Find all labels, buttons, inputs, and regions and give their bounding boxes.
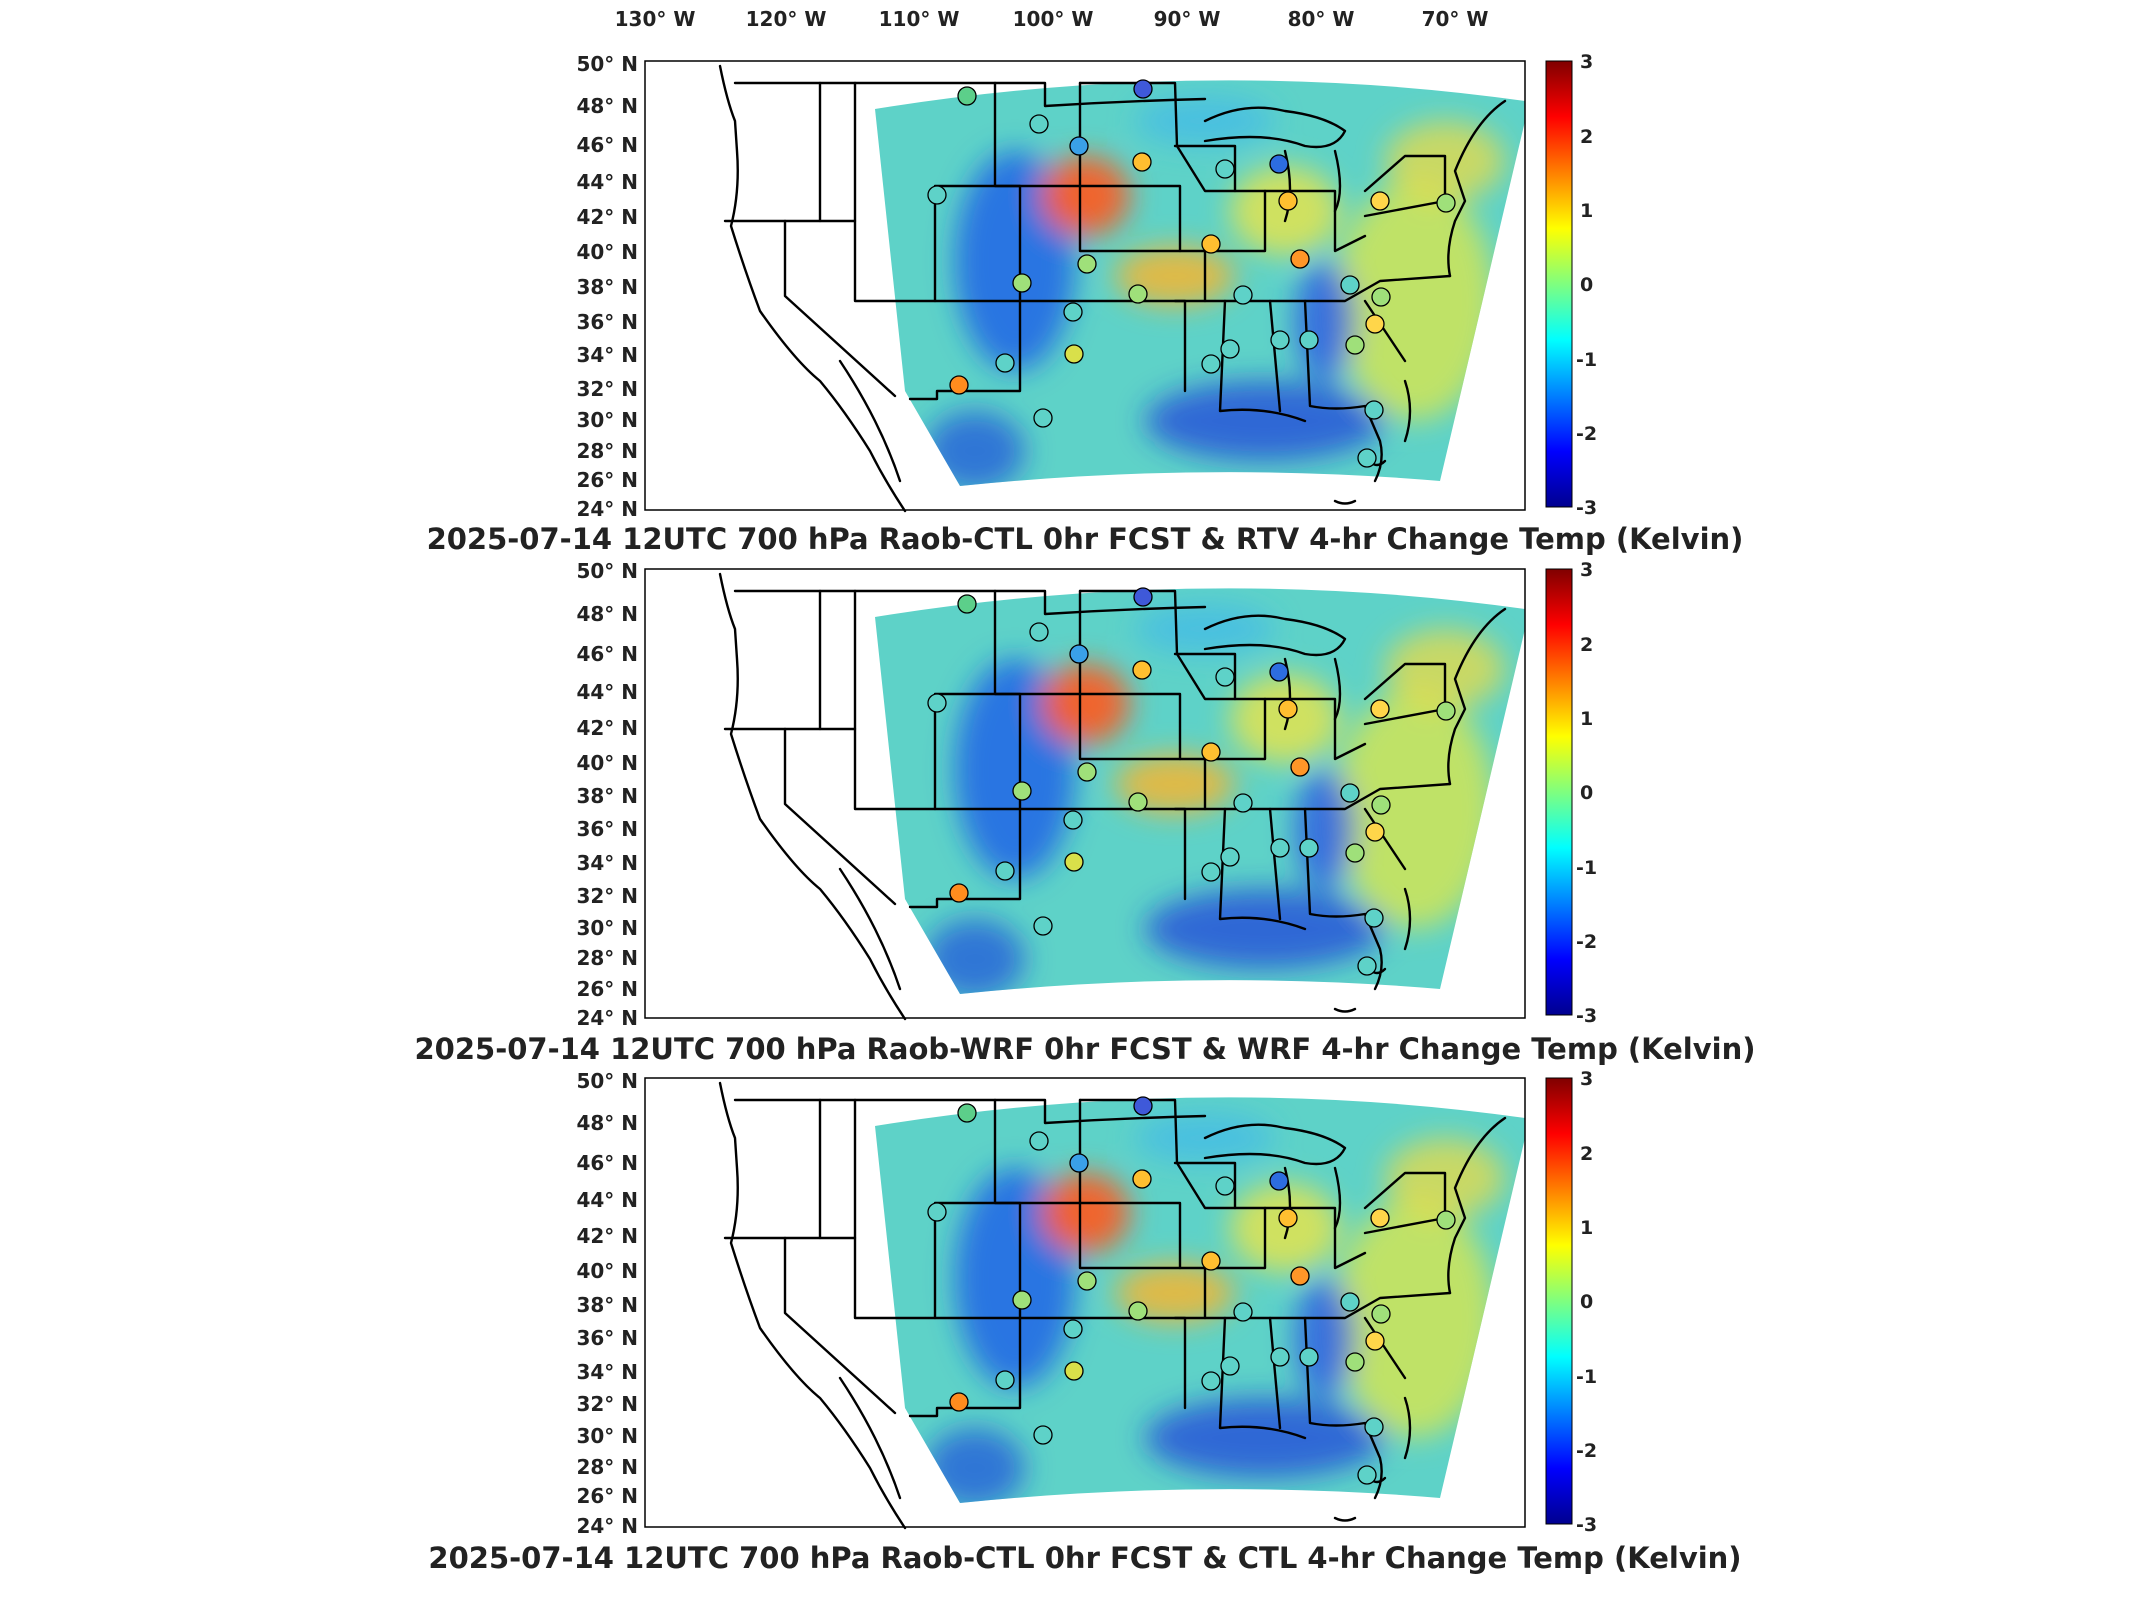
- colorbar-tick: 2: [1580, 1143, 1593, 1165]
- colorbar-tick: 0: [1580, 782, 1593, 804]
- map-frame: [644, 60, 1526, 511]
- lat-label: 38° N: [576, 275, 638, 299]
- latitude-axis-labels: 50° N 48° N 46° N 44° N 42° N 40° N 38° …: [576, 52, 638, 521]
- colorbar-tick: -3: [1576, 1005, 1597, 1027]
- lat-label: 28° N: [576, 439, 638, 463]
- lon-label: 130° W: [615, 7, 696, 31]
- lat-label: 26° N: [576, 1484, 638, 1508]
- latitude-axis-labels: 50° N 48° N 46° N 44° N 42° N 40° N 38° …: [576, 559, 638, 1030]
- lat-label: 28° N: [576, 1455, 638, 1479]
- lat-label: 46° N: [576, 1151, 638, 1175]
- lon-label: 70° W: [1422, 7, 1489, 31]
- colorbar-tick: 3: [1580, 51, 1593, 73]
- lat-label: 32° N: [576, 1392, 638, 1416]
- colorbar-tick: -1: [1576, 857, 1597, 879]
- lat-label: 36° N: [576, 1326, 638, 1350]
- colorbar-tick: 2: [1580, 126, 1593, 148]
- map-panel-2: 50° N 48° N 46° N 44° N 42° N 40° N 38° …: [414, 559, 1755, 1066]
- lon-label: 120° W: [746, 7, 827, 31]
- colorbar-tick: -2: [1576, 1440, 1597, 1462]
- colorbar-tick: 1: [1580, 708, 1593, 730]
- lat-label: 32° N: [576, 884, 638, 908]
- lat-label: 50° N: [576, 1069, 638, 1093]
- lat-label: 24° N: [576, 497, 638, 521]
- lat-label: 24° N: [576, 1006, 638, 1030]
- colorbar-tick: 1: [1580, 1217, 1593, 1239]
- lat-label: 40° N: [576, 1259, 638, 1283]
- colorbar-tick: 0: [1580, 274, 1593, 296]
- lon-label: 100° W: [1013, 7, 1094, 31]
- lat-label: 30° N: [576, 408, 638, 432]
- panel-title: 2025-07-14 12UTC 700 hPa Raob-WRF 0hr FC…: [414, 1032, 1755, 1066]
- lat-label: 50° N: [576, 52, 638, 76]
- lat-label: 42° N: [576, 1224, 638, 1248]
- colorbar-gradient: [1545, 60, 1573, 508]
- colorbar-tick: 3: [1580, 559, 1593, 581]
- longitude-axis-labels: 130° W 120° W 110° W 100° W 90° W 80° W …: [615, 7, 1489, 31]
- colorbar-gradient: [1545, 1077, 1573, 1525]
- colorbar-tick: -3: [1576, 497, 1597, 519]
- lat-label: 48° N: [576, 94, 638, 118]
- panel-title: 2025-07-14 12UTC 700 hPa Raob-CTL 0hr FC…: [428, 1541, 1741, 1575]
- colorbar-tick: -3: [1576, 1514, 1597, 1536]
- lon-label: 90° W: [1154, 7, 1221, 31]
- colorbar-tick: -1: [1576, 349, 1597, 371]
- lat-label: 50° N: [576, 559, 638, 583]
- lat-label: 32° N: [576, 377, 638, 401]
- colorbar-tick: -2: [1576, 423, 1597, 445]
- colorbar-tick: 1: [1580, 200, 1593, 222]
- lat-label: 34° N: [576, 851, 638, 875]
- lat-label: 42° N: [576, 205, 638, 229]
- colorbar-tick: 3: [1580, 1068, 1593, 1090]
- lat-label: 34° N: [576, 1360, 638, 1384]
- lat-label: 46° N: [576, 642, 638, 666]
- lat-label: 38° N: [576, 784, 638, 808]
- lat-label: 44° N: [576, 680, 638, 704]
- map-panel-3: 50° N 48° N 46° N 44° N 42° N 40° N 38° …: [428, 1068, 1741, 1575]
- lat-label: 36° N: [576, 310, 638, 334]
- lat-label: 48° N: [576, 602, 638, 626]
- colorbar-gradient: [1545, 568, 1573, 1016]
- lat-label: 42° N: [576, 716, 638, 740]
- colorbar-tick: -2: [1576, 931, 1597, 953]
- lat-label: 44° N: [576, 1188, 638, 1212]
- lat-label: 40° N: [576, 240, 638, 264]
- lat-label: 28° N: [576, 946, 638, 970]
- colorbar-tick: -1: [1576, 1366, 1597, 1388]
- panel-title: 2025-07-14 12UTC 700 hPa Raob-CTL 0hr FC…: [427, 522, 1744, 556]
- colorbar-tick: 0: [1580, 1291, 1593, 1313]
- lat-label: 26° N: [576, 468, 638, 492]
- colorbar: 3 2 1 0 -1 -2 -3: [1545, 1068, 1597, 1536]
- lat-label: 48° N: [576, 1111, 638, 1135]
- lat-label: 30° N: [576, 1424, 638, 1448]
- lat-label: 46° N: [576, 133, 638, 157]
- map-frame: [644, 568, 1526, 1019]
- lon-label: 110° W: [879, 7, 960, 31]
- lat-label: 26° N: [576, 977, 638, 1001]
- lat-label: 38° N: [576, 1293, 638, 1317]
- colorbar: 3 2 1 0 -1 -2 -3: [1545, 559, 1597, 1027]
- map-panel-1: 50° N 48° N 46° N 44° N 42° N 40° N 38° …: [427, 51, 1744, 556]
- lat-label: 34° N: [576, 343, 638, 367]
- lon-label: 80° W: [1288, 7, 1355, 31]
- colorbar: 3 2 1 0 -1 -2 -3: [1545, 51, 1597, 519]
- lat-label: 36° N: [576, 817, 638, 841]
- lat-label: 40° N: [576, 751, 638, 775]
- lat-label: 30° N: [576, 916, 638, 940]
- lat-label: 44° N: [576, 170, 638, 194]
- map-frame: [644, 1077, 1526, 1528]
- latitude-axis-labels: 50° N 48° N 46° N 44° N 42° N 40° N 38° …: [576, 1069, 638, 1538]
- lat-label: 24° N: [576, 1514, 638, 1538]
- colorbar-tick: 2: [1580, 634, 1593, 656]
